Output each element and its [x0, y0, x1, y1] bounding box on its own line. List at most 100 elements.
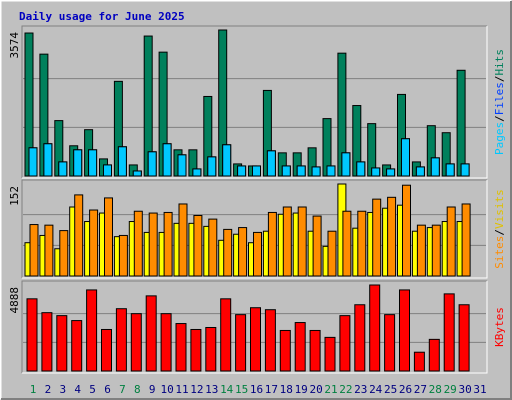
bar: [461, 203, 471, 277]
bar: [175, 323, 187, 372]
x-tick-label: 16: [250, 383, 263, 396]
x-tick-label: 17: [265, 383, 278, 396]
x-tick-label: 11: [175, 383, 188, 396]
bar: [89, 209, 99, 277]
bar: [73, 149, 83, 177]
bar: [402, 184, 411, 277]
bar: [384, 314, 396, 372]
legend-separator: /: [493, 76, 506, 83]
bar: [43, 143, 53, 177]
bar: [311, 166, 321, 177]
bar: [386, 168, 396, 177]
bar: [56, 315, 68, 372]
bar: [178, 203, 188, 277]
bar: [207, 156, 217, 177]
bar: [431, 224, 441, 277]
bar: [58, 161, 68, 177]
x-tick-label: 4: [74, 383, 81, 396]
bar: [160, 313, 172, 372]
bar: [132, 170, 142, 177]
bar: [399, 289, 410, 372]
legend-separator: /: [493, 229, 506, 236]
bar: [279, 329, 291, 372]
bar: [445, 163, 455, 177]
x-tick-label: 24: [369, 383, 383, 396]
bar: [458, 304, 470, 372]
bar: [29, 224, 39, 277]
x-tick-label: 30: [458, 383, 471, 396]
bar: [190, 328, 202, 372]
x-tick-label: 13: [205, 383, 218, 396]
legend-entry: Pages: [493, 122, 506, 155]
bar: [342, 210, 352, 277]
x-tick-label: 5: [89, 383, 96, 396]
bar: [401, 138, 410, 177]
bar: [413, 351, 425, 372]
bar: [297, 206, 307, 277]
x-tick-label: 21: [324, 383, 337, 396]
bar: [456, 69, 466, 177]
bar: [357, 210, 367, 277]
x-tick-label: 7: [119, 383, 126, 396]
x-tick-label: 22: [339, 383, 352, 396]
bar: [446, 206, 456, 277]
bar: [281, 165, 291, 177]
legend-entry: Sites: [493, 236, 506, 269]
bar: [28, 147, 38, 177]
bar: [428, 338, 440, 372]
bar: [147, 151, 157, 177]
x-tick-label: 2: [45, 383, 52, 396]
bar: [430, 157, 440, 177]
plot-border-dark: [21, 280, 487, 373]
bar: [133, 210, 143, 277]
y-tick-label: 3574: [8, 32, 21, 59]
x-tick-label: 27: [414, 383, 427, 396]
bar: [282, 206, 292, 277]
x-tick-label: 29: [444, 383, 457, 396]
bar: [312, 215, 322, 277]
bar: [237, 165, 247, 177]
bar: [339, 315, 351, 372]
bar: [103, 164, 112, 177]
bar: [192, 168, 202, 177]
bar: [163, 211, 173, 277]
bar: [460, 163, 470, 177]
bar: [148, 212, 158, 277]
bar: [267, 211, 277, 277]
bar: [341, 152, 351, 177]
x-tick-label: 20: [309, 383, 322, 396]
x-tick-label: 15: [235, 383, 248, 396]
bar: [220, 298, 232, 372]
bar: [356, 161, 366, 177]
bar: [104, 197, 113, 277]
legend: Sites/Visits: [493, 189, 506, 269]
bar: [250, 307, 261, 372]
x-tick-label: 28: [429, 383, 442, 396]
bar: [326, 165, 336, 177]
bar: [162, 143, 172, 177]
bar: [416, 224, 426, 277]
bar: [324, 336, 336, 372]
plot-border-light: [22, 26, 488, 179]
legend: Pages/Files/Hits: [493, 49, 506, 155]
bar: [118, 234, 128, 277]
bar: [387, 196, 397, 277]
x-tick-label: 10: [160, 383, 173, 396]
bar: [372, 198, 382, 277]
chart-title: Daily usage for June 2025: [19, 10, 185, 23]
bar: [101, 328, 112, 372]
legend-entry: Hits: [493, 49, 506, 76]
bar: [205, 326, 217, 372]
bar: [115, 308, 127, 372]
bar: [41, 312, 53, 372]
x-tick-label: 26: [399, 383, 412, 396]
x-tick-label: 25: [384, 383, 397, 396]
bar: [59, 230, 69, 277]
x-tick-label: 1: [30, 383, 37, 396]
bar: [309, 329, 321, 372]
legend: KBytes: [493, 307, 506, 347]
bar: [253, 231, 262, 277]
